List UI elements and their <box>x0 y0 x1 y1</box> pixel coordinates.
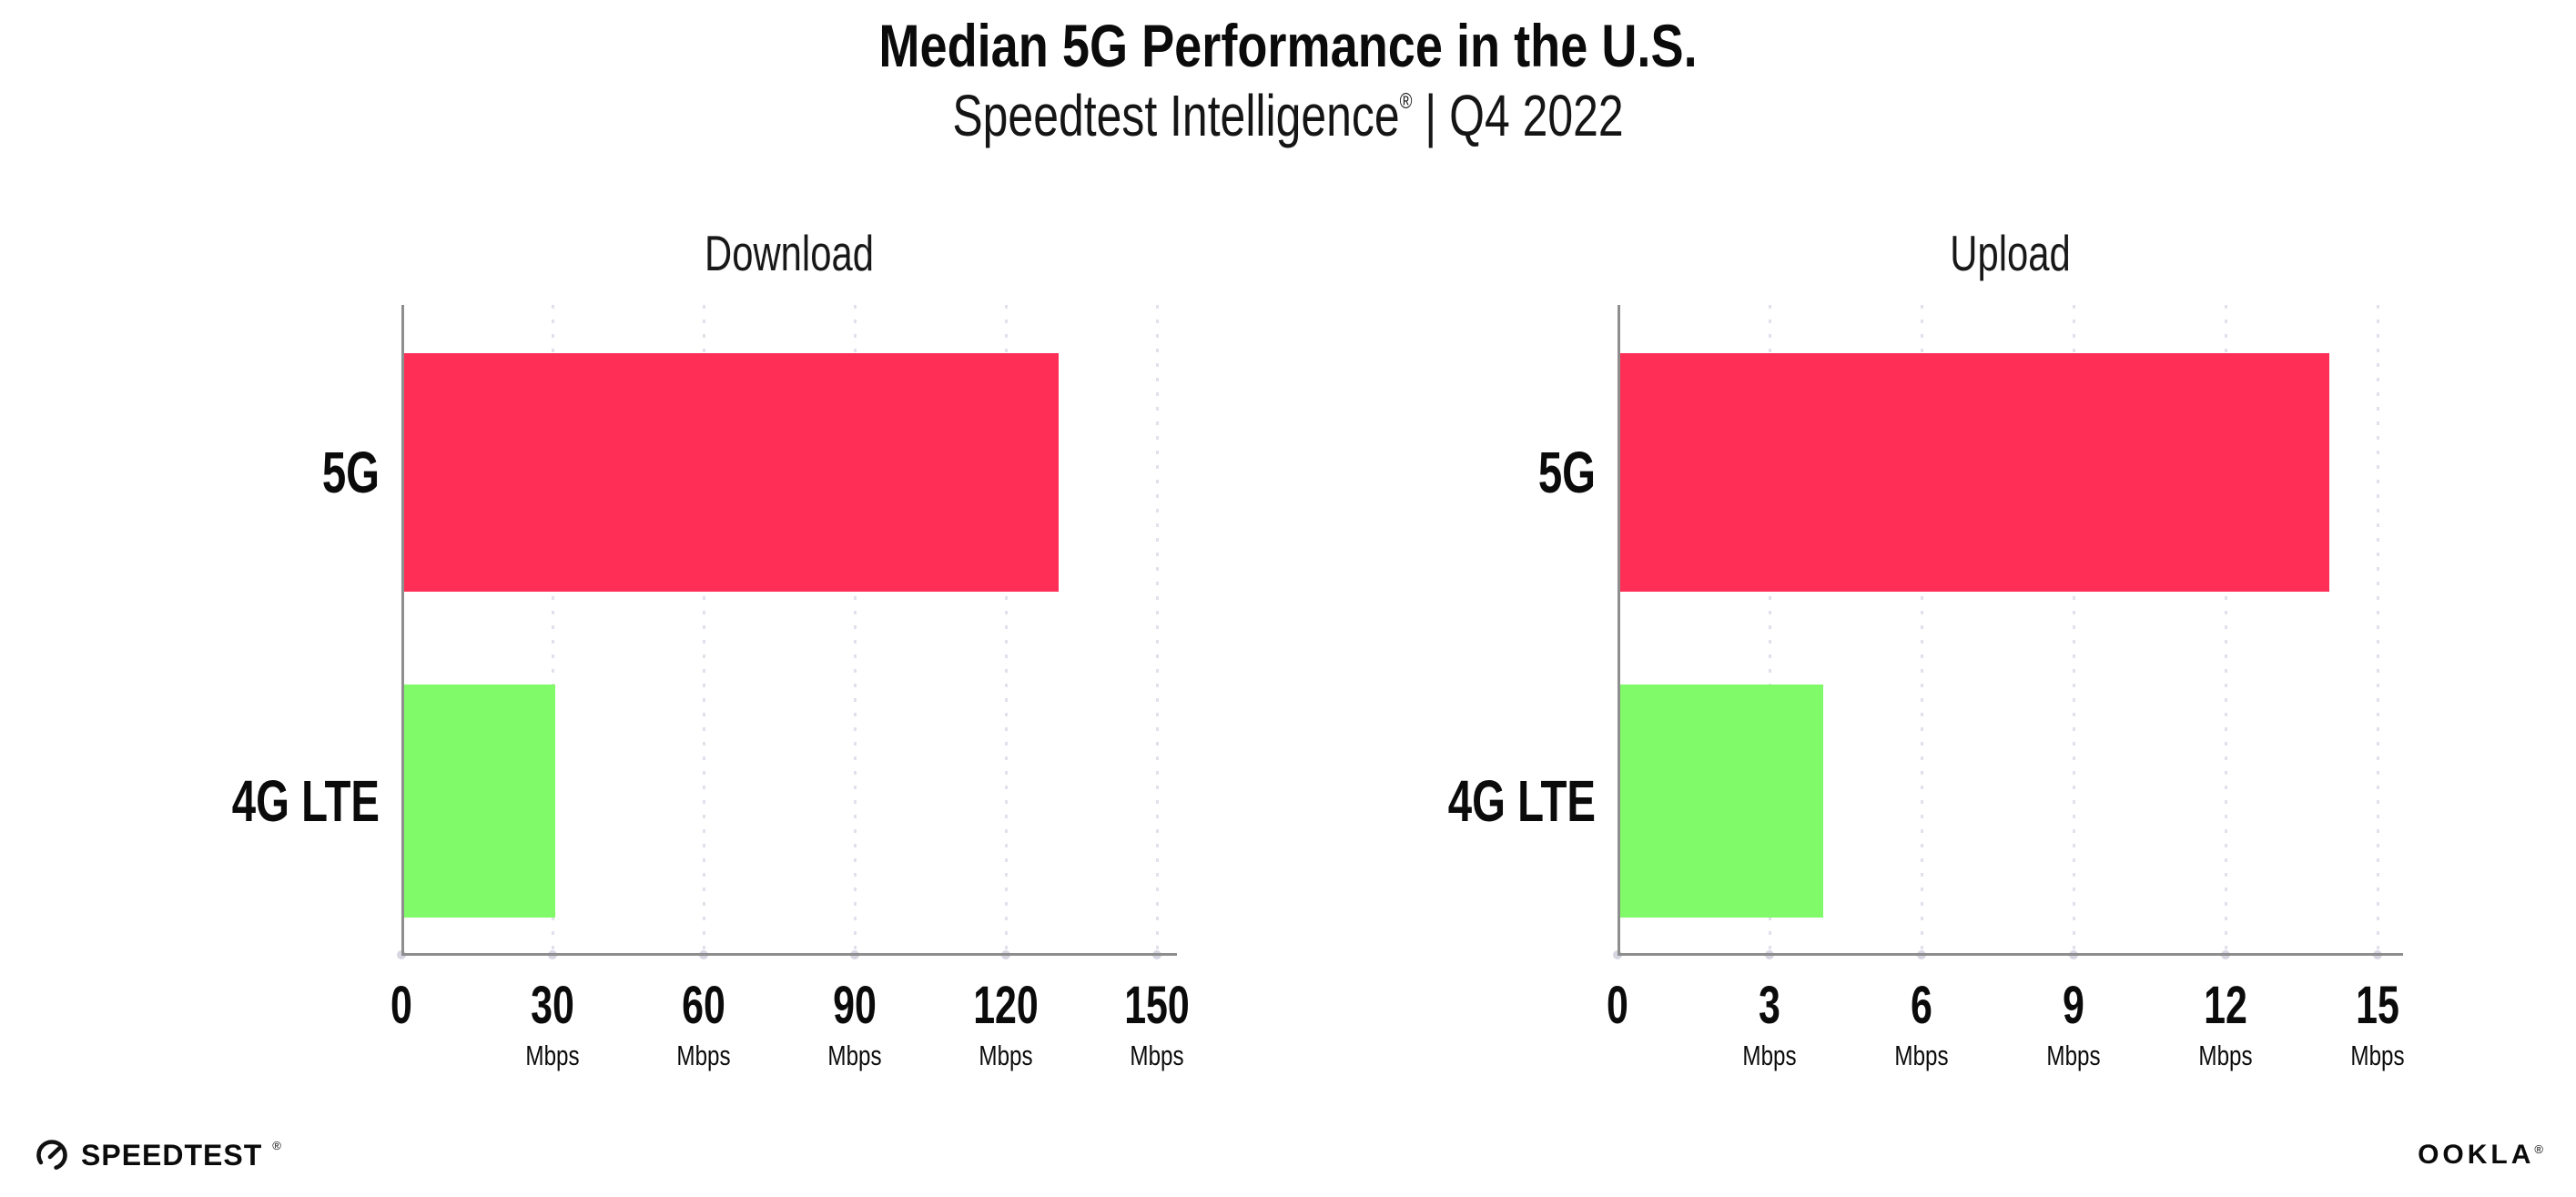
x-tick-value: 0 <box>1607 976 1628 1035</box>
y-axis-line <box>1618 305 1620 956</box>
x-tick-label: 6 Mbps <box>1844 978 1999 1072</box>
gridline <box>853 305 857 956</box>
ookla-registered-icon: ® <box>2534 1142 2547 1156</box>
x-tick-label: 9 Mbps <box>1996 978 2151 1072</box>
page-subtitle: Speedtest Intelligence® | Q4 2022 <box>283 82 2292 149</box>
bar-5g-download <box>404 353 1059 592</box>
gauge-icon <box>36 1140 67 1171</box>
bar-5g-upload <box>1620 353 2329 592</box>
row-label-5g: 5G <box>1537 440 1596 505</box>
gridline <box>2376 305 2379 956</box>
page-title: Median 5G Performance in the U.S. <box>878 12 1698 79</box>
x-tick-value: 60 <box>682 976 725 1035</box>
x-tick-label: 3 Mbps <box>1692 978 1847 1072</box>
gridline <box>1920 305 1923 956</box>
x-tick-value: 120 <box>973 976 1039 1035</box>
x-tick-label: 120 Mbps <box>928 978 1083 1072</box>
gridline <box>1155 305 1159 956</box>
plot-upload <box>1613 305 2403 959</box>
x-tick-label: 30 Mbps <box>475 978 630 1072</box>
ookla-logo: OOKLA® <box>2418 1140 2547 1171</box>
x-tick-value: 9 <box>2063 976 2084 1035</box>
x-tick-value: 0 <box>390 976 412 1035</box>
x-tick-unit: Mbps <box>827 1040 882 1071</box>
x-tick-label: 60 Mbps <box>626 978 781 1072</box>
x-tick-value: 150 <box>1124 976 1190 1035</box>
x-tick-unit: Mbps <box>1742 1040 1797 1071</box>
x-tick-value: 12 <box>2204 976 2247 1035</box>
x-tick-value: 30 <box>531 976 574 1035</box>
row-label-4g-lte: 4G LTE <box>1447 768 1596 834</box>
ookla-wordmark: OOKLA <box>2418 1140 2535 1170</box>
gridline <box>1004 305 1008 956</box>
x-tick-unit: Mbps <box>1130 1040 1184 1071</box>
x-tick-label: 150 Mbps <box>1080 978 1234 1072</box>
x-tick-value: 6 <box>1911 976 1932 1035</box>
gridline <box>1768 305 1771 956</box>
row-label-4g-lte: 4G LTE <box>231 768 380 834</box>
x-tick-label: 90 Mbps <box>777 978 932 1072</box>
plot-download <box>397 305 1177 959</box>
x-tick-unit: Mbps <box>525 1040 580 1071</box>
x-tick-unit: Mbps <box>2350 1040 2405 1071</box>
gridline <box>702 305 705 956</box>
row-label-5g: 5G <box>321 440 380 505</box>
bar-4g-lte-download <box>404 685 555 918</box>
x-tick-unit: Mbps <box>979 1040 1033 1071</box>
x-tick-unit: Mbps <box>1894 1040 1949 1071</box>
x-tick-label: 0 <box>324 978 479 1034</box>
x-tick-unit: Mbps <box>2198 1040 2253 1071</box>
gridline <box>2224 305 2227 956</box>
x-tick-value: 3 <box>1759 976 1780 1035</box>
x-tick-value: 90 <box>833 976 877 1035</box>
x-tick-unit: Mbps <box>2046 1040 2101 1071</box>
subtitle-period: | Q4 2022 <box>1412 83 1624 148</box>
speedtest-wordmark: SPEEDTEST <box>81 1138 263 1172</box>
bar-4g-lte-upload <box>1620 685 1823 918</box>
speedtest-registered-icon: ® <box>272 1138 281 1152</box>
x-tick-label: 12 Mbps <box>2148 978 2303 1072</box>
y-axis-line <box>401 305 404 956</box>
gridline <box>551 305 554 956</box>
registered-mark-icon: ® <box>1399 89 1413 114</box>
x-axis-line <box>401 953 1177 956</box>
x-axis-line <box>1618 953 2403 956</box>
x-tick-label: 15 Mbps <box>2300 978 2455 1072</box>
x-tick-value: 15 <box>2356 976 2399 1035</box>
speedtest-logo: SPEEDTEST ® <box>33 1136 281 1174</box>
chart-title-download: Download <box>705 225 874 281</box>
x-tick-unit: Mbps <box>676 1040 731 1071</box>
x-tick-label: 0 <box>1540 978 1695 1034</box>
subtitle-brand: Speedtest Intelligence <box>952 83 1400 148</box>
gridline <box>2072 305 2075 956</box>
chart-title-upload: Upload <box>1950 225 2071 281</box>
